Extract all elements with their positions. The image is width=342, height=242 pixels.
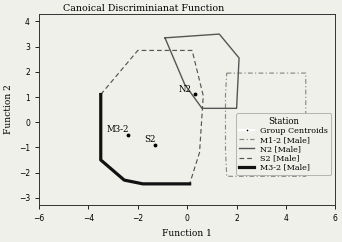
Text: Canoical Discriminianat Function: Canoical Discriminianat Function	[63, 4, 224, 13]
X-axis label: Function 1: Function 1	[162, 229, 212, 238]
Text: M1-2: M1-2	[256, 120, 279, 129]
Legend: Group Centroids, M1-2 [Male], N2 [Male], S2 [Male], M3-2 [Male]: Group Centroids, M1-2 [Male], N2 [Male],…	[236, 113, 331, 175]
Text: M3-2: M3-2	[107, 125, 129, 134]
Text: N2: N2	[179, 85, 192, 94]
Y-axis label: Function 2: Function 2	[4, 85, 13, 135]
Text: S2: S2	[144, 135, 156, 144]
